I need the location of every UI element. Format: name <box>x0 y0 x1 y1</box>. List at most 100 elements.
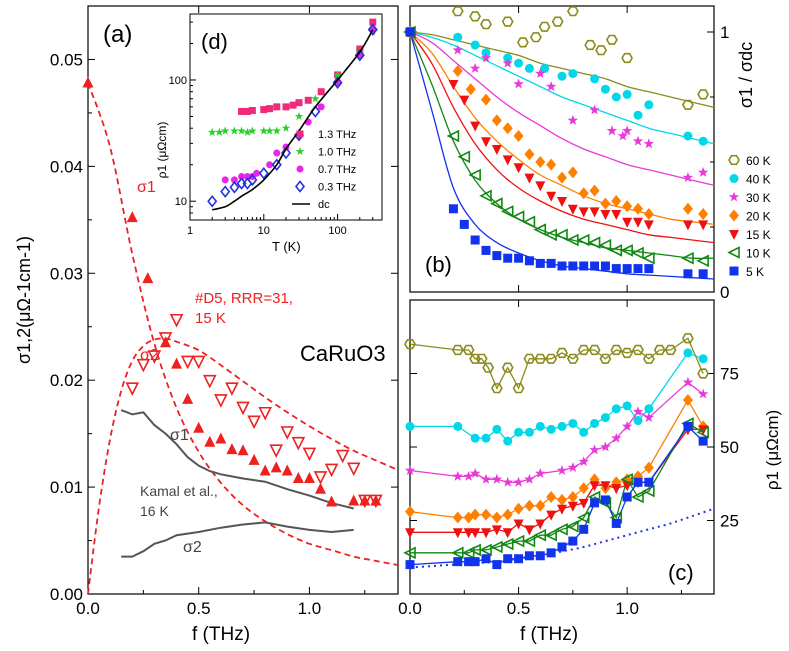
panel-b-frame <box>409 5 715 293</box>
rho-point <box>579 524 589 534</box>
rho-point <box>620 473 633 486</box>
sigma-ratio-point <box>644 264 654 274</box>
rho-point <box>512 383 525 394</box>
rho-point <box>611 484 622 495</box>
rho-point <box>480 473 492 484</box>
rho-point <box>535 519 546 530</box>
legend-marker <box>729 209 739 222</box>
sigma-ratio-point <box>557 71 567 81</box>
kamal-curve <box>121 521 354 558</box>
rho-point <box>535 468 546 478</box>
sigma-ratio-point <box>501 16 514 27</box>
rho-point <box>633 416 643 426</box>
x-tick-label: 100 <box>328 225 346 237</box>
sigma1-point <box>259 464 271 476</box>
sigma-ratio-point <box>697 166 709 177</box>
sigma2-point <box>147 350 162 364</box>
legend-marker <box>294 180 306 193</box>
sigma1-point <box>182 392 194 404</box>
inset-point <box>237 126 246 135</box>
rho-point <box>513 476 524 487</box>
panel-b-ylabel: σ1 / σdc <box>736 42 756 108</box>
inset-point <box>220 185 231 198</box>
sigma-ratio-point <box>682 202 693 215</box>
y-tick-label: 100 <box>169 75 187 87</box>
rho-point <box>697 388 709 399</box>
fit-curve <box>409 31 715 226</box>
sigma-ratio-point <box>578 207 589 218</box>
legend-label: 5 K <box>746 265 764 279</box>
rho-point <box>578 498 589 509</box>
rho-point <box>579 427 589 437</box>
inset-point <box>253 169 261 177</box>
y-tick-label: 50 <box>720 438 739 457</box>
inset-point <box>238 107 246 115</box>
sigma-ratio-point <box>698 136 708 146</box>
rho-point <box>653 344 666 356</box>
legend-label: dc <box>318 199 330 211</box>
rho-point <box>491 525 502 536</box>
sigma-ratio-point <box>600 84 610 94</box>
inset-point <box>273 103 281 111</box>
rho-point <box>697 368 710 379</box>
sigma1-point <box>348 494 360 506</box>
rho-point <box>611 404 621 414</box>
sigma-ratio-point <box>540 63 550 73</box>
sigma2-point <box>313 471 328 485</box>
sigma1-point <box>281 464 293 476</box>
sigma-ratio-point <box>589 104 600 115</box>
sigma-ratio-point <box>538 21 551 32</box>
x-tick-label: 10 <box>258 225 270 237</box>
rho-point <box>632 344 644 356</box>
sigma-ratio-point <box>492 251 502 261</box>
sigma1-point <box>315 482 326 494</box>
rho-point <box>566 353 579 364</box>
rho-point <box>453 421 463 431</box>
y-tick-label: 25 <box>720 512 739 531</box>
sigma-ratio-point <box>568 261 578 271</box>
rho-point <box>535 551 545 561</box>
sigma1-point <box>359 494 371 506</box>
rho-point <box>463 470 474 481</box>
sigma-ratio-point <box>683 269 693 279</box>
inset-point <box>311 94 320 103</box>
rho-point <box>503 436 513 446</box>
sigma2-point <box>247 415 261 430</box>
panel-a-title: CaRuO3 <box>300 341 386 366</box>
x-tick-label: 0.5 <box>507 599 531 618</box>
panel-d-ylabel: ρ1 (μΩcm) <box>155 122 169 179</box>
legend-label: 0.7 THz <box>318 164 356 176</box>
rho-point <box>577 344 590 356</box>
sigma-ratio-point <box>516 37 529 48</box>
rho-point <box>643 461 654 474</box>
sigma1-point <box>215 432 227 444</box>
sigma-ratio-point <box>633 217 643 228</box>
sigma1-point <box>142 272 154 284</box>
sigma-ratio-point <box>609 244 623 257</box>
sigma-ratio-point <box>587 236 601 249</box>
rho-point <box>556 347 568 359</box>
inset-point <box>295 99 303 107</box>
rho-point <box>470 528 481 539</box>
sigma-ratio-point <box>524 148 535 161</box>
sigma-ratio-point <box>453 32 463 42</box>
sigma2-point <box>357 494 372 509</box>
sigma1-point <box>171 357 183 369</box>
sigma-ratio-point <box>546 258 556 268</box>
rho-point <box>475 353 488 364</box>
sigma-ratio-point <box>405 27 415 37</box>
rho-point <box>681 333 694 344</box>
sigma-ratio-point <box>457 150 471 164</box>
rho-point <box>590 418 600 428</box>
inset-point <box>207 127 217 136</box>
sigma-ratio-point <box>459 95 470 106</box>
sigma-ratio-point <box>600 210 611 220</box>
sigma-ratio-point <box>535 156 546 168</box>
sigma-ratio-point <box>589 184 600 197</box>
inset-point <box>281 123 291 132</box>
rho-point <box>404 465 416 475</box>
sigma2-red-label: σ2 <box>140 347 159 364</box>
temperature-legend: 60 K 40 K 30 K 20 K 15 K 10 K 5 K <box>727 154 771 279</box>
sigma-ratio-point <box>451 6 464 17</box>
sigma-ratio-point <box>480 19 492 30</box>
